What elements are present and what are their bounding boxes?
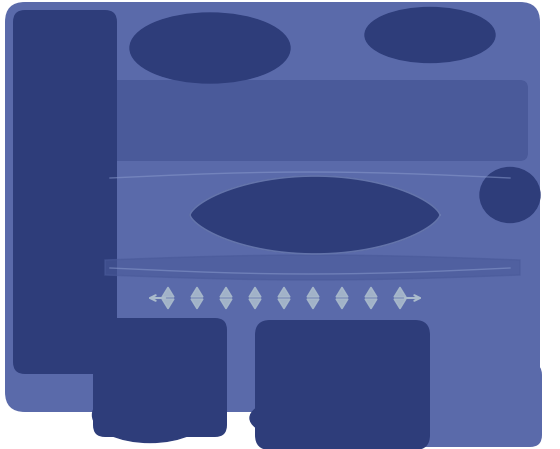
FancyBboxPatch shape	[258, 363, 542, 447]
Polygon shape	[394, 299, 406, 309]
Polygon shape	[191, 299, 203, 309]
Polygon shape	[278, 299, 290, 309]
FancyBboxPatch shape	[13, 10, 117, 374]
Polygon shape	[191, 287, 203, 297]
FancyBboxPatch shape	[97, 80, 528, 161]
Ellipse shape	[130, 13, 290, 83]
Polygon shape	[190, 176, 440, 254]
FancyBboxPatch shape	[5, 2, 540, 412]
Polygon shape	[365, 287, 377, 297]
Polygon shape	[249, 299, 261, 309]
Ellipse shape	[250, 393, 410, 443]
Polygon shape	[249, 287, 261, 297]
Ellipse shape	[92, 387, 208, 443]
Polygon shape	[336, 287, 348, 297]
Polygon shape	[30, 25, 520, 425]
Polygon shape	[220, 299, 232, 309]
Ellipse shape	[365, 8, 495, 62]
Polygon shape	[162, 287, 174, 297]
FancyBboxPatch shape	[93, 318, 227, 437]
FancyBboxPatch shape	[255, 320, 430, 449]
Polygon shape	[220, 287, 232, 297]
Polygon shape	[105, 255, 520, 280]
Polygon shape	[394, 287, 406, 297]
Polygon shape	[278, 287, 290, 297]
Polygon shape	[162, 299, 174, 309]
Polygon shape	[365, 299, 377, 309]
Ellipse shape	[480, 167, 540, 223]
Polygon shape	[307, 287, 319, 297]
Polygon shape	[336, 299, 348, 309]
Polygon shape	[307, 299, 319, 309]
